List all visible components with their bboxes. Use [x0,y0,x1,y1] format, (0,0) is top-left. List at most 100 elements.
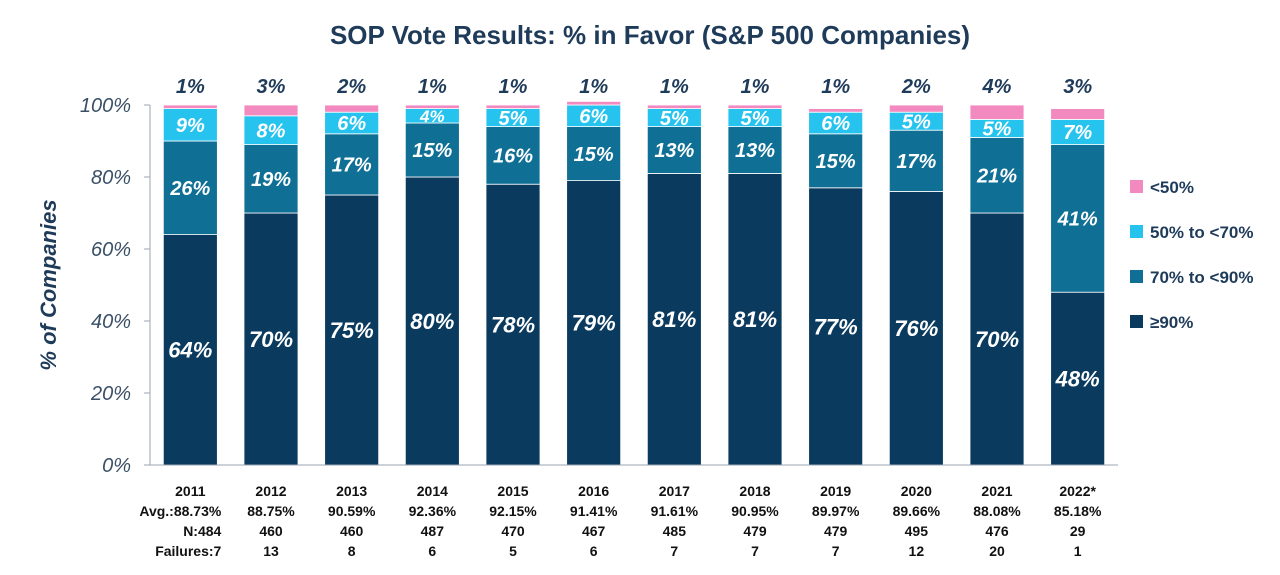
legend-label-gte-90: ≥90% [1150,313,1193,332]
bar-segment-50-to-lt-70 [1050,119,1106,146]
segment-value-label: 15% [412,140,452,162]
footer-table: 2011 2012 2013 2014 2015 2016 2017 2018 2019 2020… [139,483,1102,559]
segment-value-label: 77% [814,314,858,339]
segment-value-label: 15% [816,151,856,173]
footer-cell: Avg.:88.73% [139,503,222,519]
footer-cell: 6 [590,543,598,559]
bar-segment-70-to-lt-90 [566,126,622,181]
footer-cell: 29 [1070,523,1086,539]
footer-cell: 2017 [659,483,690,499]
footer-cell: 470 [501,523,525,539]
segment-value-label: 6% [579,106,608,128]
segment-value-label: 8% [257,120,286,142]
top-labels: 1% 3% 2% 1% 1% 1% 1% 1% 1% 2% 4% 3% [176,76,1092,98]
footer-cell: 92.36% [409,503,457,519]
footer-cell: 12 [909,543,925,559]
footer-cell: 88.08% [973,503,1021,519]
bar-segment-gte-90 [808,187,864,466]
bar-segment-gte-90 [243,212,299,466]
bar-segment-gte-90 [324,194,380,466]
footer-cell: 91.61% [651,503,699,519]
bar-segment-lt-50 [566,101,622,106]
segment-value-label: 48% [1055,367,1100,392]
legend-swatch-gte-90 [1130,315,1143,328]
footer-cell: 89.97% [812,503,860,519]
segment-value-label: 41% [1057,209,1098,231]
bar-segment-gte-90 [1050,291,1106,466]
bar-segment-70-to-lt-90 [485,126,541,185]
footer-cell: 13 [263,543,279,559]
segment-value-label: 6% [337,113,366,135]
footer-cell: 2011 [175,483,206,499]
segment-value-label: 81% [652,307,696,332]
y-axis-ticks: 0% 20% 40% 60% 80% 100% [80,95,151,477]
top-value-label: 1% [660,76,689,98]
segment-value-label: 4% [419,107,445,126]
bar-segment-lt-50 [969,104,1025,120]
footer-cell: 6 [428,543,436,559]
segment-value-label: 13% [735,140,775,162]
footer-cell: 479 [743,523,767,539]
bar-segment-70-to-lt-90 [243,144,299,214]
bar-segment-gte-90 [727,172,783,466]
segment-value-label: 6% [821,113,850,135]
footer-cell: 7 [832,543,840,559]
top-value-label: 3% [1063,76,1092,98]
bar-segment-gte-90 [646,172,702,466]
bar-segment-70-to-lt-90 [969,136,1025,214]
segment-value-label: 78% [491,313,535,338]
bar-segment-lt-50 [324,104,380,113]
footer-cell: 8 [348,543,356,559]
segment-value-label: 75% [330,318,374,343]
top-value-label: 1% [499,76,528,98]
footer-cell: 1 [1074,543,1082,559]
footer-cell: 2012 [255,483,286,499]
footer-cell: 485 [663,523,687,539]
bar-segment-lt-50 [808,108,864,113]
segment-value-label: 15% [574,144,614,166]
segment-value-label: 79% [572,311,616,336]
top-value-label: 2% [336,76,366,98]
footer-cell: 479 [824,523,848,539]
bar-segment-gte-90 [404,176,460,466]
legend: <50% 50% to <70% 70% to <90% ≥90% [1130,178,1253,332]
bar-segment-gte-90 [485,183,541,466]
segment-value-label: 81% [733,307,777,332]
bar-segment-70-to-lt-90 [646,126,702,174]
y-tick-label: 60% [91,239,131,261]
top-value-label: 1% [741,76,770,98]
bar-segment-70-to-lt-90 [404,122,460,178]
y-tick-label: 20% [90,383,131,405]
legend-label-lt-50: <50% [1150,178,1194,197]
footer-cell: Failures:7 [155,543,221,559]
segment-value-label: 21% [976,165,1017,187]
bar-segment-lt-50 [888,104,944,113]
y-axis-label: % of Companies [36,199,61,370]
segment-value-label: 9% [176,115,205,137]
bar-segment-70-to-lt-90 [162,140,218,235]
footer-cell: 2022* [1059,483,1096,499]
legend-swatch-50-to-lt-70 [1130,225,1143,238]
footer-cell: 20 [989,543,1005,559]
segment-value-label: 26% [169,178,210,200]
footer-cell: 2016 [578,483,609,499]
bar-segment-70-to-lt-90 [888,129,944,192]
footer-cell: N:484 [183,523,221,539]
bar-segment-lt-50 [485,104,541,109]
bar-segment-gte-90 [888,190,944,466]
y-tick-label: 0% [102,455,131,477]
segment-value-label: 19% [251,169,291,191]
segment-value-label: 5% [741,108,770,130]
y-tick-label: 40% [91,311,131,333]
bar-segment-50-to-lt-70 [162,108,218,142]
bar-segment-70-to-lt-90 [808,133,864,189]
footer-cell: 91.41% [570,503,618,519]
footer-cell: 7 [751,543,759,559]
footer-cell: 495 [905,523,929,539]
top-value-label: 1% [579,76,608,98]
chart-title: SOP Vote Results: % in Favor (S&P 500 Co… [330,20,970,50]
segment-value-label: 76% [894,316,938,341]
footer-cell: 85.18% [1054,503,1102,519]
footer-cell: 90.59% [328,503,376,519]
